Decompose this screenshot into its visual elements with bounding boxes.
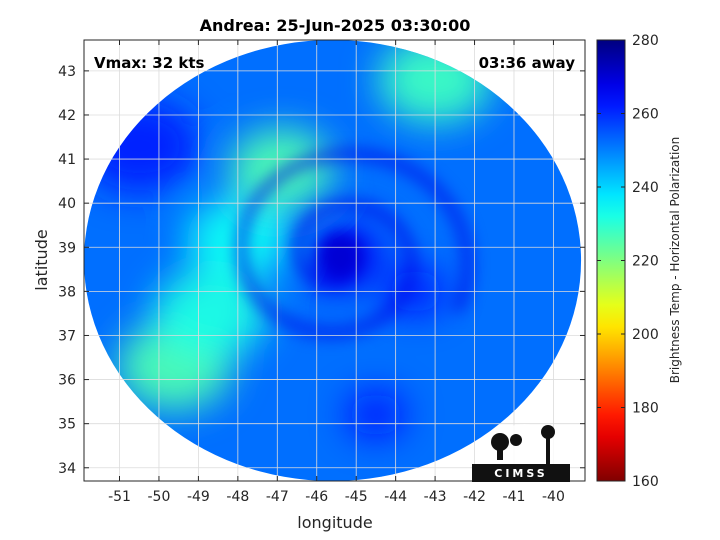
colorbar-tick-label: 260 [632,107,659,123]
logo-dish-mount [497,448,503,460]
colorbar-tick-label: 180 [632,401,659,417]
chart-title: Andrea: 25-Jun-2025 03:30:00 [200,16,471,35]
x-tick-label: -45 [345,489,368,505]
y-ticks: 34 35 36 37 38 39 40 41 42 43 [58,64,585,477]
y-tick-label: 37 [58,328,76,344]
spiral-band [236,149,473,338]
x-tick-label: -51 [108,489,131,505]
y-tick-label: 35 [58,417,76,433]
y-tick-label: 40 [58,196,76,212]
away-annotation: 03:36 away [479,54,576,72]
y-tick-label: 39 [58,240,76,256]
x-tick-label: -41 [503,489,526,505]
cimss-logo: CIMSS [472,424,570,482]
x-tick-label: -47 [266,489,289,505]
y-tick-label: 34 [58,461,76,477]
grid-lines [84,40,585,481]
x-tick-label: -46 [305,489,328,505]
y-axis-label: latitude [32,229,51,290]
logo-dish2-icon [510,434,522,446]
vmax-annotation: Vmax: 32 kts [94,54,204,72]
y-tick-label: 38 [58,284,76,300]
colorbar-tick-label: 220 [632,254,659,270]
x-tick-label: -43 [424,489,447,505]
logo-dish-icon [491,433,509,451]
logo-text: CIMSS [494,467,547,480]
spiral-bands [236,149,473,338]
y-tick-label: 41 [58,152,76,168]
colorbar-tick-label: 200 [632,327,659,343]
plot-area: -51 -50 -49 -48 -47 -46 -45 -44 -43 -42 -41 -40 343… [58,39,586,505]
x-tick-label: -50 [148,489,171,505]
warm-band-arc-2 [229,127,334,208]
colorbar-tick-label: 240 [632,180,659,196]
x-tick-label: -40 [542,489,565,505]
colorbar-gradient [596,39,626,482]
x-ticks: -51 -50 -49 -48 -47 -46 -45 -44 -43 -42 -41 -40 [108,40,565,505]
colorbar-tick-label: 280 [632,33,659,49]
y-tick-label: 36 [58,373,76,389]
x-axis-label: longitude [297,513,372,532]
logo-banner [472,464,570,482]
y-tick-label: 42 [58,108,76,124]
logo-tower [546,434,550,464]
plot-frame [83,39,586,482]
y-tick-label: 43 [58,64,76,80]
colorbar: 160 180 200 220 240 260 280 Brightness Temp - … [596,33,682,490]
logo-tower-tank-icon [541,425,555,439]
x-tick-label: -44 [384,489,407,505]
storm-eye [318,234,363,279]
x-tick-label: -49 [187,489,210,505]
colorbar-ticks: 160 180 200 220 240 260 280 [597,33,659,490]
rainband-arc-9 [347,392,405,437]
colorbar-tick-label: 160 [632,474,659,490]
x-tick-label: -48 [226,489,249,505]
x-tick-label: -42 [463,489,486,505]
colorbar-label: Brightness Temp - Horizontal Polarizatio… [668,137,682,384]
